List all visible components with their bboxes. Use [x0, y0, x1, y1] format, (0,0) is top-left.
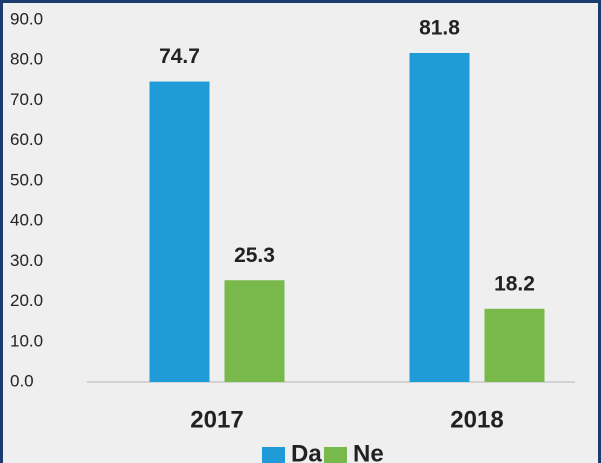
value-label: 25.3	[234, 244, 275, 267]
x-tick-label: 2018	[450, 406, 503, 433]
x-tick-label: 2017	[190, 406, 243, 433]
legend-swatch	[324, 447, 347, 463]
bar	[224, 280, 285, 382]
bar	[484, 308, 545, 382]
y-tick-label: 40.0	[10, 211, 43, 230]
y-tick-label: 0.0	[10, 371, 34, 390]
y-tick-label: 10.0	[10, 331, 43, 350]
legend-label: Ne	[353, 440, 384, 463]
bar	[149, 81, 210, 382]
value-label: 74.7	[159, 45, 200, 68]
value-label: 81.8	[419, 17, 460, 40]
y-tick-label: 70.0	[10, 90, 43, 109]
value-label: 18.2	[494, 272, 535, 295]
bar	[409, 52, 470, 382]
legend-label: Da	[291, 440, 322, 463]
y-tick-label: 90.0	[10, 9, 43, 28]
y-tick-label: 30.0	[10, 251, 43, 270]
y-tick-label: 50.0	[10, 170, 43, 189]
y-tick-label: 80.0	[10, 50, 43, 69]
y-tick-label: 20.0	[10, 291, 43, 310]
y-tick-label: 60.0	[10, 130, 43, 149]
legend-swatch	[262, 447, 285, 463]
